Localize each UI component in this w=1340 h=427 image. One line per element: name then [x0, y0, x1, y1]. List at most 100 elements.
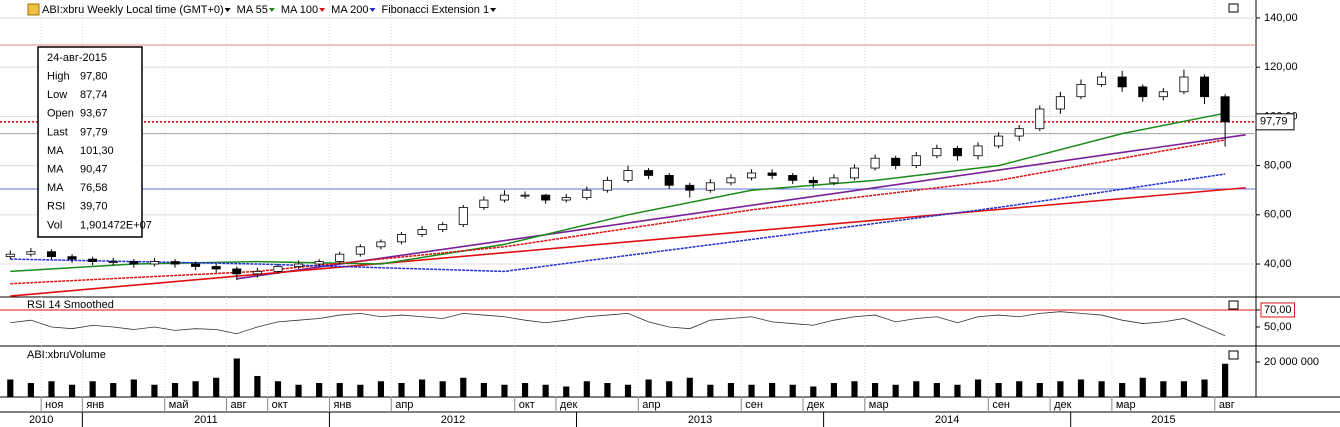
candle-body: [26, 251, 36, 255]
y-tick-label: 40,00: [1264, 258, 1292, 270]
candle-body: [1055, 96, 1065, 110]
volume-bar: [769, 382, 776, 397]
candle-body: [767, 172, 777, 176]
volume-bar: [624, 384, 632, 397]
x-tick-label: апр: [642, 399, 660, 411]
tooltip-value: 1,901472E+07: [80, 219, 152, 231]
legend-entry: MA 55: [237, 4, 268, 16]
year-label: 2010: [29, 414, 53, 426]
candle-body: [952, 147, 962, 157]
volume-bar: [439, 381, 446, 397]
year-label: 2011: [194, 414, 218, 426]
volume-bar: [1098, 381, 1105, 397]
volume-bar: [110, 382, 117, 397]
x-tick-label: дек: [807, 399, 825, 411]
tooltip-label: RSI: [47, 201, 65, 213]
y-tick-label: 140,00: [1264, 12, 1298, 24]
tooltip-label: MA: [47, 182, 64, 194]
tooltip-label: Vol: [47, 219, 62, 231]
panel-title: ABI:xbruVolume: [27, 349, 106, 361]
candle-body: [1035, 108, 1045, 130]
x-tick-label: май: [169, 399, 189, 411]
candle-body: [911, 155, 921, 167]
candle-body: [479, 199, 489, 208]
candle-body: [829, 177, 839, 184]
candle-body: [870, 157, 880, 169]
volume-bar: [89, 381, 96, 397]
candle-body: [891, 157, 901, 167]
candle-body: [108, 261, 118, 263]
volume-bar: [419, 379, 426, 397]
volume-bar: [748, 384, 755, 397]
candle-body: [788, 175, 798, 181]
candle-body: [438, 224, 448, 230]
candle-body: [808, 179, 818, 184]
candle-body: [747, 172, 757, 179]
candle-body: [355, 246, 365, 255]
candle-body: [541, 194, 551, 201]
panel-button: [1228, 300, 1239, 310]
volume-bar: [727, 382, 735, 397]
volume-bar: [583, 381, 590, 397]
volume-bar: [398, 382, 405, 397]
volume-bar: [316, 382, 323, 397]
candle-body: [294, 263, 304, 267]
volume-bar: [171, 382, 179, 397]
candle-body: [1076, 84, 1086, 98]
volume-bar: [1036, 382, 1043, 397]
tooltip-date: 24-авг-2015: [47, 52, 107, 64]
tooltip-box: [37, 46, 143, 238]
candle-body: [1097, 76, 1107, 85]
volume-bar: [501, 384, 508, 397]
volume-bar: [480, 382, 487, 397]
candle-body: [1179, 76, 1189, 93]
dropdown-arrow: [224, 8, 231, 12]
level-label-box: [1260, 302, 1296, 318]
tooltip-value: 101,30: [80, 145, 114, 157]
candle-body: [561, 197, 571, 201]
y-tick-label: 20 000 000: [1264, 356, 1319, 368]
candle-body: [664, 175, 674, 186]
candle-body: [273, 266, 283, 272]
volume-bar: [871, 382, 879, 397]
volume-bar: [7, 379, 14, 397]
candle-body: [1220, 96, 1230, 123]
volume-bar: [1222, 363, 1229, 397]
x-tick-label: дек: [1054, 399, 1072, 411]
panel-button: [1228, 3, 1239, 13]
volume-bar: [68, 384, 76, 397]
ma-line: [10, 139, 1226, 285]
volume-bar: [542, 384, 549, 397]
volume-bar: [933, 382, 940, 397]
volume-bar: [48, 381, 55, 397]
candle-body: [1014, 128, 1024, 137]
volume-bar: [563, 386, 570, 397]
candle-body: [170, 261, 180, 265]
volume-bar: [810, 386, 817, 397]
candle-body: [149, 261, 159, 265]
volume-bar: [1077, 379, 1085, 397]
symbol-icon: [27, 3, 40, 16]
year-label: 2015: [1151, 414, 1175, 426]
tooltip-value: 39,70: [80, 201, 108, 213]
y-tick-label: 70,00: [1264, 304, 1292, 316]
dropdown-arrow: [268, 8, 275, 12]
panel-button: [1228, 350, 1239, 360]
tooltip-value: 97,80: [80, 71, 108, 83]
last-price-label: 97,79: [1260, 116, 1288, 128]
tooltip-label: Last: [47, 126, 68, 138]
x-tick-label: мар: [1116, 399, 1136, 411]
dropdown-arrow: [319, 8, 326, 12]
candle-body: [458, 207, 468, 226]
tooltip-label: Open: [47, 108, 74, 120]
volume-bar: [521, 382, 529, 397]
candle-body: [1158, 91, 1168, 98]
x-tick-label: окт: [519, 399, 535, 411]
candle-body: [376, 241, 386, 248]
x-tick-label: сен: [992, 399, 1010, 411]
candle-body: [644, 170, 654, 176]
x-tick-label: окт: [272, 399, 288, 411]
volume-bar: [995, 382, 1002, 397]
volume-bar: [213, 377, 220, 397]
year-label: 2014: [935, 414, 959, 426]
